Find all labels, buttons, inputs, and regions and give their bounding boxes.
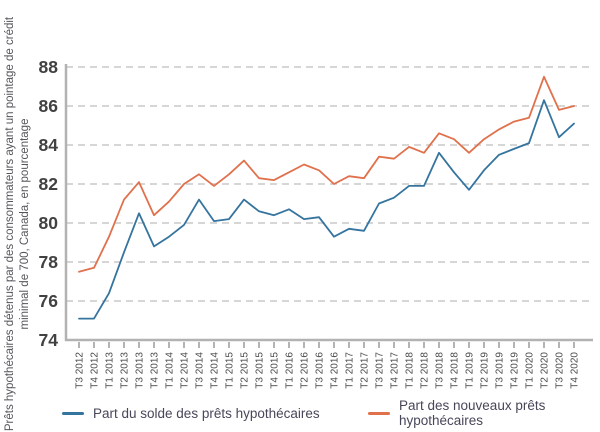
legend-swatch-nouveaux [368,411,390,415]
legend-item-nouveaux: Part des nouveaux prêts hypothécaires [368,398,600,428]
x-tick-label: T2 2013 [120,352,131,389]
x-tick-label: T4 2012 [90,352,101,389]
x-tick-label: T3 2017 [375,352,386,389]
x-tick-label: T3 2018 [435,352,446,389]
x-tick-label: T1 2020 [525,352,536,389]
x-tick-label: T2 2019 [480,352,491,389]
legend-swatch-solde [62,411,84,415]
x-tick-label: T3 2012 [75,352,86,389]
x-tick-label: T4 2017 [390,352,401,389]
y-tick-label: 88 [39,57,59,77]
chart-canvas: 74 76 78 80 82 84 86 88 T3 2012 T4 2012 T1 2013 T2 … [39,57,593,389]
x-tick-label: T4 2013 [150,352,161,389]
x-tick-label: T3 2016 [315,352,326,389]
y-tick-label: 74 [39,330,59,350]
x-tick-label: T3 2013 [135,352,146,389]
x-tick-label: T2 2017 [360,352,371,389]
x-tick-label: T4 2020 [570,352,581,389]
x-tick-label: T4 2015 [270,352,281,389]
x-tick-label: T3 2015 [255,352,266,389]
x-tick-label: T4 2018 [450,352,461,389]
y-tick-label: 80 [39,213,59,233]
y-tick-label: 82 [39,174,59,194]
legend-item-solde: Part du solde des prêts hypothécaires [62,403,320,423]
x-tick-label: T1 2017 [345,352,356,389]
x-tick-label: T3 2014 [195,352,206,389]
x-tick-label: T2 2020 [540,352,551,389]
y-tick-label: 86 [39,96,59,116]
x-tick-label: T1 2018 [405,352,416,389]
series-line-0 [78,99,575,320]
chart-legend: Part du solde des prêts hypothécaires Pa… [0,398,600,428]
x-tick-label: T2 2016 [300,352,311,389]
x-tick-label: T4 2019 [510,352,521,389]
series-line-1 [78,75,575,273]
legend-label-nouveaux: Part des nouveaux prêts hypothécaires [399,398,546,428]
y-tick-label: 78 [39,252,59,272]
legend-label-solde: Part du solde des prêts hypothécaires [93,405,320,421]
x-tick-label: T1 2014 [165,352,176,389]
x-tick-label: T4 2014 [210,352,221,389]
x-tick-label: T4 2016 [330,352,341,389]
x-tick-label: T2 2018 [420,352,431,389]
x-tick-label: T1 2016 [285,352,296,389]
x-tick-label: T1 2019 [465,352,476,389]
x-tick-label: T1 2013 [105,352,116,389]
y-tick-label: 76 [39,291,59,311]
x-tick-label: T2 2014 [180,352,191,389]
x-tick-label: T3 2020 [555,352,566,389]
y-tick-label: 84 [39,135,59,155]
x-tick-label: T1 2015 [225,352,236,389]
x-tick-label: T2 2015 [240,352,251,389]
x-tick-label: T3 2019 [495,352,506,389]
